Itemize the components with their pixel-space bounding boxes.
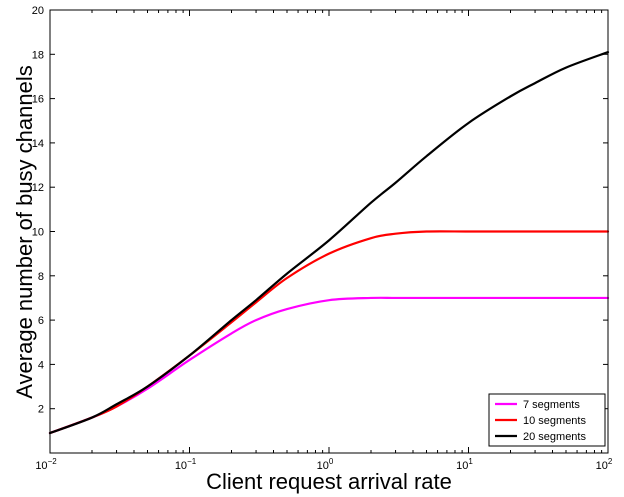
x-tick-label: 101	[456, 457, 473, 472]
y-tick-label: 12	[32, 182, 44, 194]
x-tick-label: 10−1	[175, 457, 197, 472]
series-line-3	[48, 50, 610, 435]
y-tick-label: 16	[32, 94, 44, 106]
legend-label: 10 segments	[523, 415, 586, 427]
x-tick-label: 102	[596, 457, 613, 472]
y-tick-label: 2	[38, 404, 44, 416]
y-tick-label: 4	[38, 359, 44, 371]
legend-label: 7 segments	[523, 399, 580, 411]
y-axis-title: Average number of busy channels	[12, 65, 37, 398]
x-tick-label: 10−2	[35, 457, 57, 472]
y-tick-label: 20	[32, 5, 44, 17]
legend: 7 segments 10 segments 20 segments	[488, 393, 606, 447]
y-tick-label: 6	[38, 315, 44, 327]
legend-label: 20 segments	[523, 431, 586, 443]
plot-frame	[49, 9, 609, 454]
x-axis-title: Client request arrival rate	[206, 469, 452, 494]
x-tick-label: 100	[317, 457, 334, 472]
series-lines	[48, 50, 610, 435]
y-tick-label: 8	[38, 271, 44, 283]
y-tick-label: 10	[32, 227, 44, 239]
series-line-1	[48, 296, 610, 435]
ticks: 2 4 6 8 10 12 14 16 18 20 10−2 10−1 100 101 102	[32, 5, 613, 472]
y-tick-label: 18	[32, 49, 44, 61]
y-tick-label: 14	[32, 138, 44, 150]
